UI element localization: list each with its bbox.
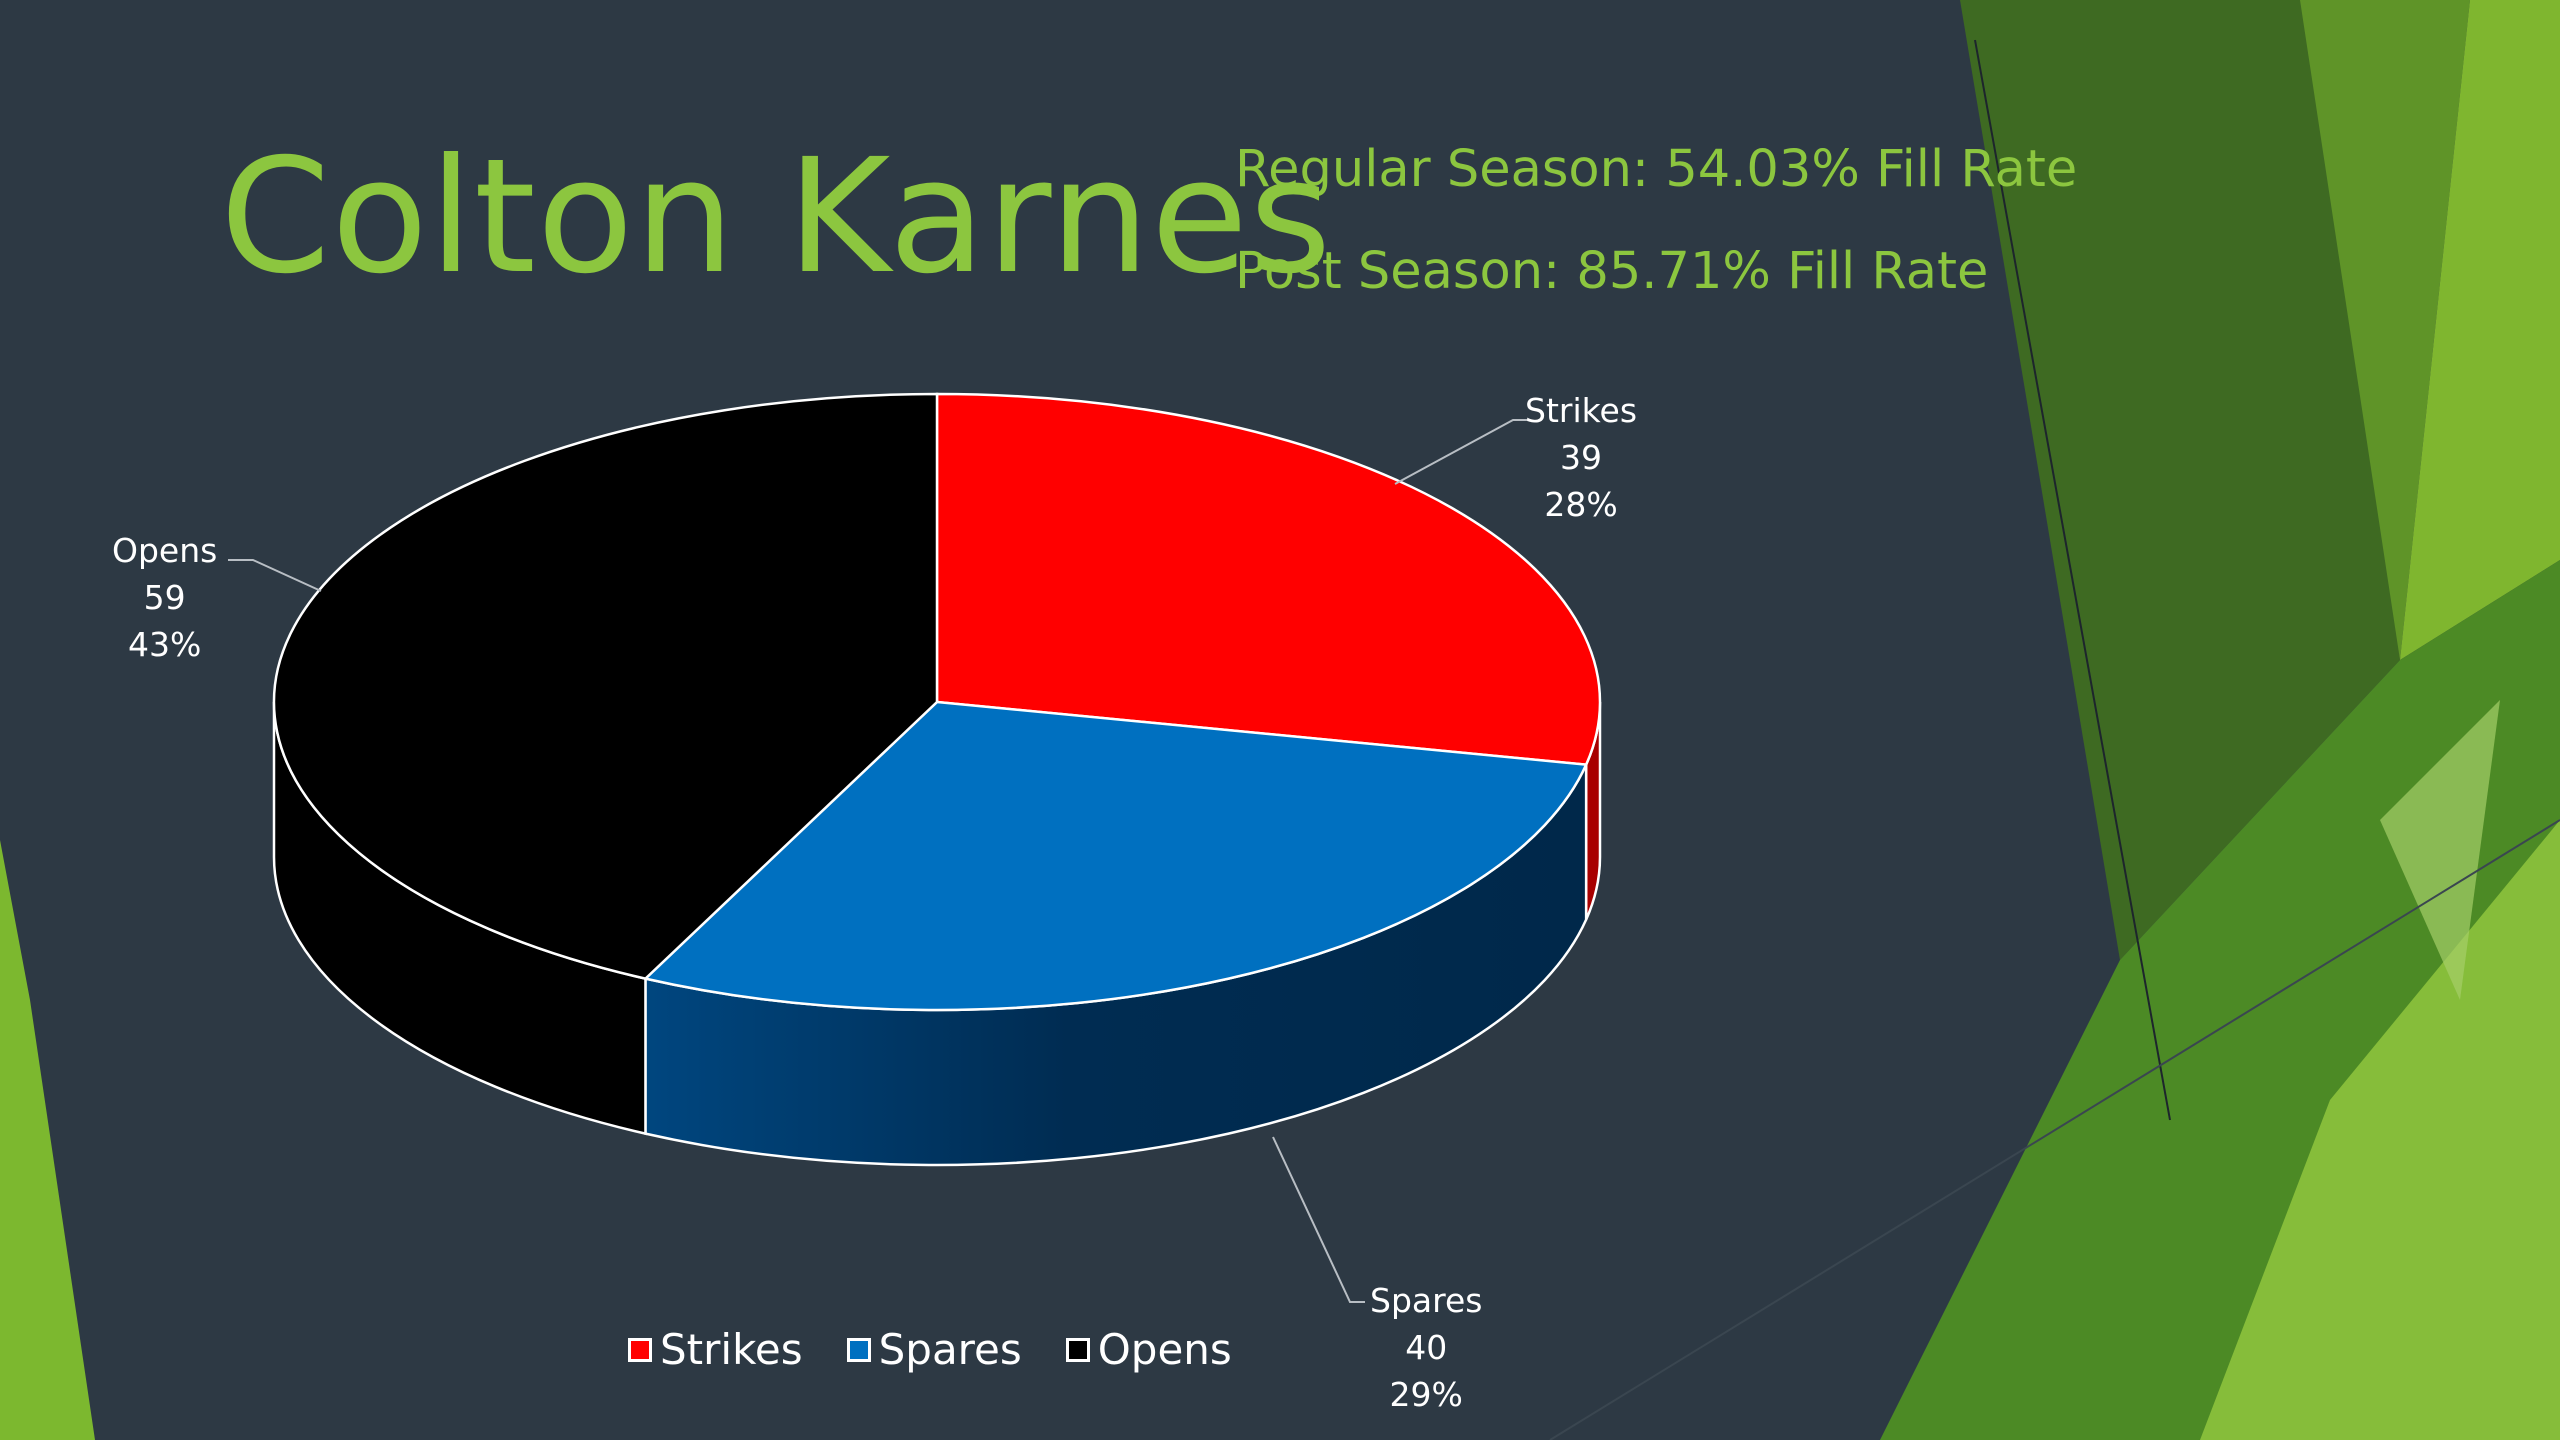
data-label-opens-percent: 43%	[127, 625, 202, 664]
post-season-fill-rate: Post Season: 85.71% Fill Rate	[1235, 242, 1989, 301]
deco-shape	[2200, 820, 2560, 1440]
data-label-opens-value: 59	[143, 578, 186, 617]
leader-line-opens	[228, 559, 322, 592]
chart-legend: Strikes Spares Opens	[628, 1325, 1232, 1374]
pie-slice-strikes	[935, 392, 1602, 766]
legend-label-opens: Opens	[1097, 1325, 1232, 1374]
pie-slice-opens	[272, 392, 939, 980]
data-label-strikes-percent: 28%	[1544, 485, 1618, 524]
deco-line	[1549, 819, 2560, 1440]
leader-line-spares	[1272, 1136, 1365, 1303]
data-label-opens: Opens 59 43%	[112, 527, 217, 668]
data-label-strikes-name: Strikes	[1525, 391, 1638, 430]
pie-slice-spares	[642, 700, 1588, 1012]
legend-swatch-opens	[1065, 1337, 1090, 1362]
deco-shape	[2400, 0, 2560, 660]
deco-shape	[1960, 0, 2400, 960]
regular-season-fill-rate: Regular Season: 54.03% Fill Rate	[1235, 140, 2078, 199]
data-label-spares-value: 40	[1405, 1328, 1448, 1367]
data-label-spares: Spares 40 29%	[1370, 1277, 1482, 1418]
deco-shape	[2300, 0, 2470, 660]
legend-swatch-spares	[846, 1337, 871, 1362]
deco-shape	[2380, 700, 2500, 1000]
data-label-spares-name: Spares	[1370, 1281, 1483, 1320]
data-label-strikes: Strikes 39 28%	[1525, 387, 1637, 528]
legend-label-strikes: Strikes	[660, 1325, 803, 1374]
deco-line	[1974, 39, 2171, 1121]
legend-item-spares: Spares	[846, 1325, 1022, 1374]
data-label-opens-name: Opens	[112, 531, 218, 570]
deco-shape	[0, 840, 95, 1440]
legend-label-spares: Spares	[878, 1325, 1022, 1374]
page-title: Colton Karnes	[220, 125, 1333, 309]
legend-item-strikes: Strikes	[628, 1325, 803, 1374]
legend-item-opens: Opens	[1065, 1325, 1232, 1374]
data-label-spares-percent: 29%	[1389, 1375, 1463, 1414]
legend-swatch-strikes	[628, 1337, 652, 1362]
leader-line-strikes	[1394, 419, 1530, 485]
data-label-strikes-value: 39	[1560, 438, 1603, 477]
